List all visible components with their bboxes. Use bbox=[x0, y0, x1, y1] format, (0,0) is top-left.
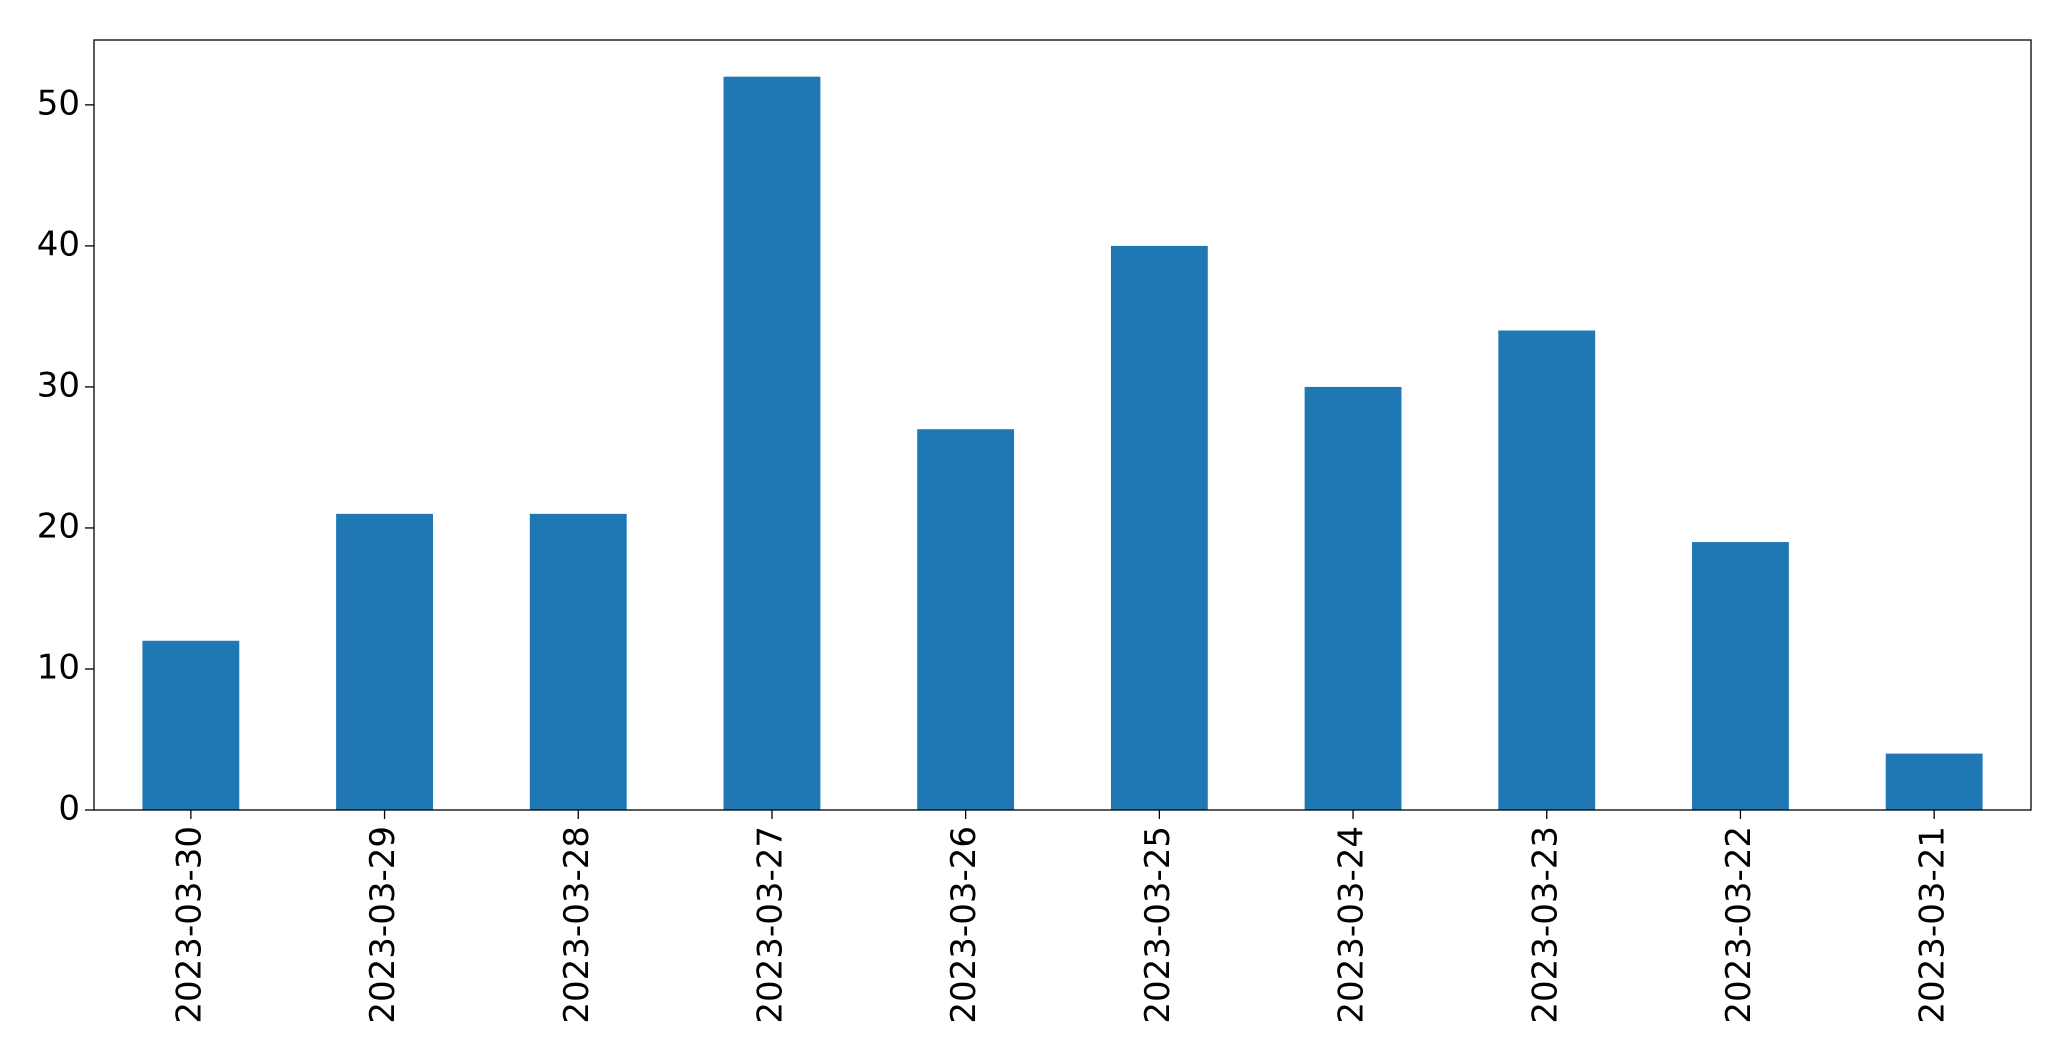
x-tick-label: 2023-03-29 bbox=[363, 826, 403, 1024]
x-tick-label: 2023-03-25 bbox=[1138, 826, 1178, 1024]
y-tick-label: 20 bbox=[37, 506, 80, 546]
y-tick-label: 50 bbox=[37, 83, 80, 123]
x-tick-label: 2023-03-24 bbox=[1332, 826, 1372, 1024]
bar bbox=[1304, 386, 1402, 810]
x-tick-label: 2023-03-30 bbox=[169, 826, 209, 1024]
x-tick-label: 2023-03-27 bbox=[750, 826, 790, 1024]
x-tick-label: 2023-03-23 bbox=[1525, 826, 1565, 1024]
bar bbox=[917, 429, 1015, 810]
bar bbox=[1110, 245, 1208, 810]
bar bbox=[142, 640, 240, 810]
y-tick-label: 10 bbox=[37, 647, 80, 687]
bar bbox=[336, 513, 433, 810]
x-tick-label: 2023-03-26 bbox=[944, 826, 984, 1024]
bar bbox=[1498, 330, 1596, 810]
axes-frame bbox=[93, 39, 2032, 811]
bar bbox=[1692, 542, 1789, 810]
x-tick-label: 2023-03-28 bbox=[557, 826, 597, 1024]
x-tick-label: 2023-03-21 bbox=[1913, 826, 1953, 1024]
x-tick-label: 2023-03-22 bbox=[1719, 826, 1759, 1024]
y-tick-label: 40 bbox=[37, 224, 80, 264]
bar bbox=[1885, 753, 1983, 810]
bar bbox=[529, 513, 627, 810]
y-tick-label: 30 bbox=[37, 365, 80, 405]
bar bbox=[723, 76, 821, 810]
y-tick-label: 0 bbox=[58, 789, 80, 829]
